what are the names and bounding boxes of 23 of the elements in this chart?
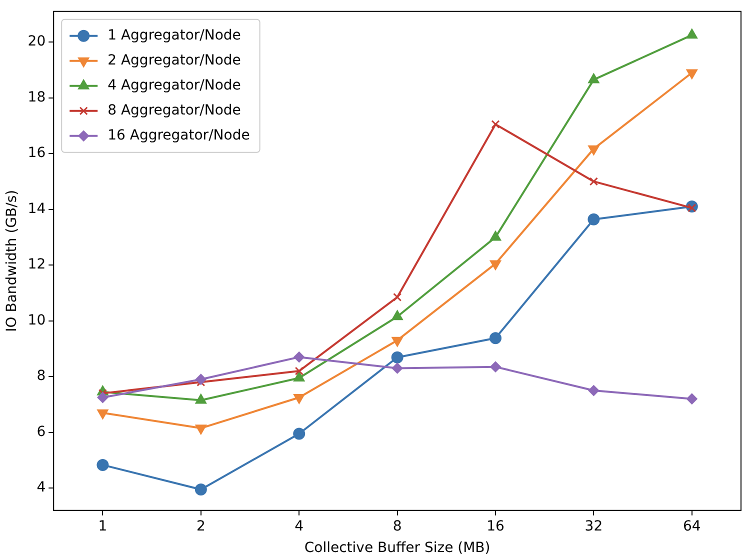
y-tick-label: 8 <box>36 368 46 384</box>
y-tick-label: 14 <box>28 200 46 217</box>
x-tick-label: 64 <box>682 518 701 534</box>
x-tick-label: 32 <box>584 518 603 534</box>
x-tick-label: 2 <box>196 518 206 534</box>
x-tick-label: 8 <box>392 518 402 534</box>
y-tick-label: 4 <box>36 480 46 496</box>
legend-label: 8 Aggregator/Node <box>108 102 241 119</box>
legend-label: 16 Aggregator/Node <box>108 128 250 144</box>
legend-label: 4 Aggregator/Node <box>108 78 241 94</box>
x-axis-title: Collective Buffer Size (MB) <box>304 540 490 556</box>
y-tick-label: 6 <box>36 424 46 440</box>
x-tick-label: 4 <box>294 518 304 534</box>
y-tick-label: 10 <box>28 312 46 328</box>
x-tick-label: 16 <box>486 518 504 534</box>
y-tick-label: 18 <box>28 89 46 106</box>
x-tick-label: 1 <box>98 518 108 534</box>
y-tick-label: 16 <box>28 145 46 162</box>
y-tick-label: 20 <box>28 34 46 50</box>
legend-label: 1 Aggregator/Node <box>108 28 241 44</box>
legend-label: 2 Aggregator/Node <box>108 52 241 69</box>
y-axis-title: IO Bandwidth (GB/s) <box>4 190 20 332</box>
y-tick-label: 12 <box>28 256 46 273</box>
